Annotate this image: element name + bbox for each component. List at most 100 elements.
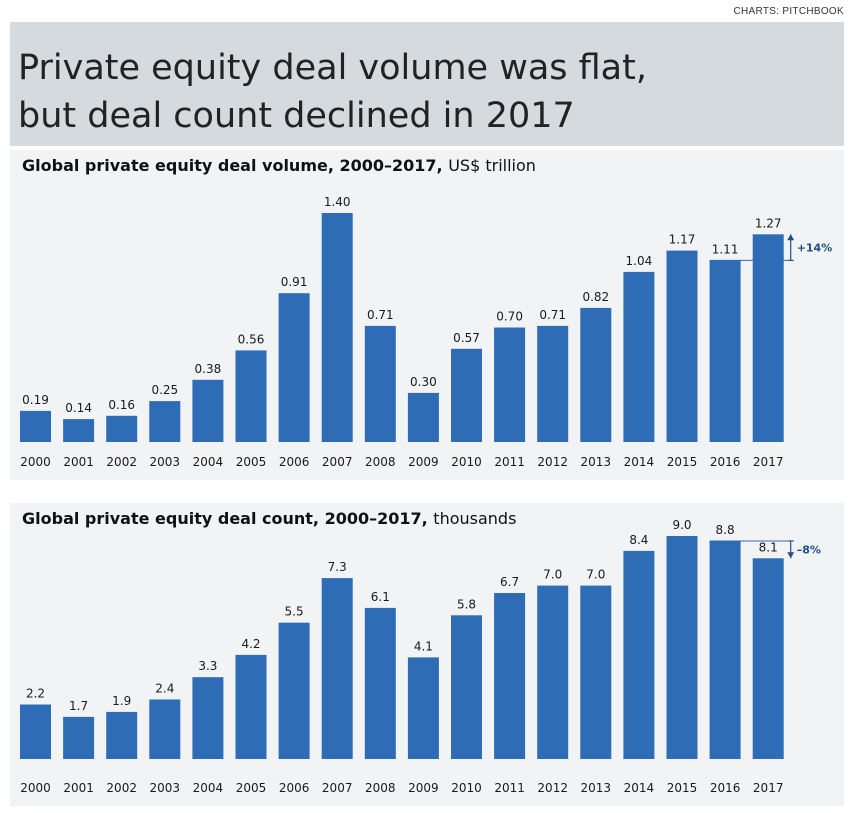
volume-tick-2015: 2015: [667, 455, 698, 469]
count-bar-2015: [666, 536, 698, 759]
volume-bar-2017: [752, 234, 784, 442]
volume-tick-2010: 2010: [451, 455, 482, 469]
count-tick-2003: 2003: [150, 781, 181, 795]
count-value-label-2002: 1.9: [112, 694, 131, 708]
volume-value-label-2009: 0.30: [410, 375, 437, 389]
count-bar-2003: [149, 699, 181, 759]
volume-value-label-2002: 0.16: [108, 398, 135, 412]
volume-tick-2014: 2014: [624, 455, 655, 469]
deal-volume-panel: Global private equity deal volume, 2000–…: [10, 150, 844, 480]
headline-line-2: but deal count declined in 2017: [18, 96, 575, 136]
volume-value-label-2016: 1.11: [712, 242, 739, 256]
deal-count-title: Global private equity deal count, 2000–2…: [22, 509, 516, 528]
count-tick-2010: 2010: [451, 781, 482, 795]
volume-bar-2014: [623, 271, 655, 442]
headline-box: Private equity deal volume was flat, but…: [10, 22, 844, 146]
count-bar-2004: [192, 677, 224, 759]
deal-volume-title-text: Global private equity deal volume, 2000–…: [22, 156, 443, 175]
count-value-label-2011: 6.7: [500, 575, 519, 589]
count-value-label-2006: 5.5: [285, 605, 304, 619]
count-tick-2012: 2012: [537, 781, 568, 795]
volume-value-label-2001: 0.14: [65, 401, 92, 415]
volume-value-label-2014: 1.04: [626, 254, 653, 268]
volume-tick-2012: 2012: [537, 455, 568, 469]
volume-tick-2013: 2013: [581, 455, 612, 469]
count-tick-2017: 2017: [753, 781, 784, 795]
volume-tick-2002: 2002: [106, 455, 137, 469]
volume-tick-2000: 2000: [20, 455, 51, 469]
volume-tick-2007: 2007: [322, 455, 353, 469]
count-bar-2006: [278, 622, 310, 759]
volume-bar-2013: [580, 307, 612, 442]
count-value-label-2007: 7.3: [328, 560, 347, 574]
count-bar-2013: [580, 585, 612, 759]
volume-tick-2016: 2016: [710, 455, 741, 469]
count-bar-2011: [494, 593, 526, 759]
volume-tick-2011: 2011: [494, 455, 525, 469]
volume-bar-2016: [709, 260, 741, 442]
count-tick-2016: 2016: [710, 781, 741, 795]
count-value-label-2014: 8.4: [629, 533, 648, 547]
count-value-label-2000: 2.2: [26, 687, 45, 701]
count-value-label-2016: 8.8: [716, 523, 735, 537]
count-tick-2015: 2015: [667, 781, 698, 795]
count-bar-2005: [235, 654, 267, 759]
volume-bar-2001: [63, 419, 95, 442]
deal-count-unit: thousands: [433, 509, 517, 528]
volume-arrow-head: [787, 234, 795, 241]
deal-count-panel: Global private equity deal count, 2000–2…: [10, 503, 844, 806]
headline: Private equity deal volume was flat, but…: [18, 44, 647, 140]
volume-bar-2007: [321, 213, 353, 442]
count-bar-2017: [752, 558, 784, 759]
count-tick-2007: 2007: [322, 781, 353, 795]
count-value-label-2003: 2.4: [155, 682, 174, 696]
volume-bar-2004: [192, 379, 224, 442]
volume-tick-2017: 2017: [753, 455, 784, 469]
volume-value-label-2007: 1.40: [324, 195, 351, 209]
count-bar-2000: [20, 704, 51, 759]
count-bar-2010: [451, 615, 482, 759]
volume-bar-2009: [407, 392, 439, 442]
volume-value-label-2011: 0.70: [496, 310, 523, 324]
volume-value-label-2005: 0.56: [238, 332, 265, 346]
volume-bar-2010: [451, 348, 482, 442]
volume-value-label-2003: 0.25: [151, 383, 178, 397]
volume-value-label-2006: 0.91: [281, 275, 308, 289]
count-bar-2014: [623, 550, 655, 759]
volume-change-annotation: +14%: [797, 241, 833, 254]
volume-bar-2003: [149, 401, 181, 442]
volume-value-label-2004: 0.38: [195, 362, 222, 376]
chart-credit: CHARTS: PITCHBOOK: [733, 6, 844, 17]
count-tick-2014: 2014: [624, 781, 655, 795]
count-bar-2001: [63, 716, 95, 759]
count-tick-2002: 2002: [106, 781, 137, 795]
headline-line-1: Private equity deal volume was flat,: [18, 48, 647, 88]
deal-count-title-text: Global private equity deal count, 2000–2…: [22, 509, 428, 528]
volume-value-label-2012: 0.71: [539, 308, 566, 322]
volume-bar-2002: [106, 415, 138, 442]
count-bar-2007: [321, 578, 353, 759]
count-value-label-2012: 7.0: [543, 568, 562, 582]
deal-volume-title: Global private equity deal volume, 2000–…: [22, 156, 536, 175]
volume-tick-2003: 2003: [150, 455, 181, 469]
volume-tick-2005: 2005: [236, 455, 267, 469]
count-tick-2011: 2011: [494, 781, 525, 795]
volume-bar-2000: [20, 410, 51, 442]
volume-tick-2006: 2006: [279, 455, 310, 469]
volume-value-label-2008: 0.71: [367, 308, 394, 322]
count-bar-2016: [709, 541, 741, 759]
volume-bar-2006: [278, 293, 310, 442]
volume-value-label-2010: 0.57: [453, 331, 480, 345]
count-value-label-2005: 4.2: [241, 637, 260, 651]
volume-value-label-2017: 1.27: [755, 216, 782, 230]
volume-bar-2011: [494, 327, 526, 442]
count-value-label-2013: 7.0: [586, 568, 605, 582]
count-tick-2009: 2009: [408, 781, 439, 795]
count-tick-2004: 2004: [193, 781, 224, 795]
count-value-label-2017: 8.1: [759, 540, 778, 554]
count-tick-2006: 2006: [279, 781, 310, 795]
count-bar-2012: [537, 585, 569, 759]
volume-value-label-2015: 1.17: [669, 233, 696, 247]
count-tick-2013: 2013: [581, 781, 612, 795]
volume-bar-2008: [364, 325, 396, 442]
